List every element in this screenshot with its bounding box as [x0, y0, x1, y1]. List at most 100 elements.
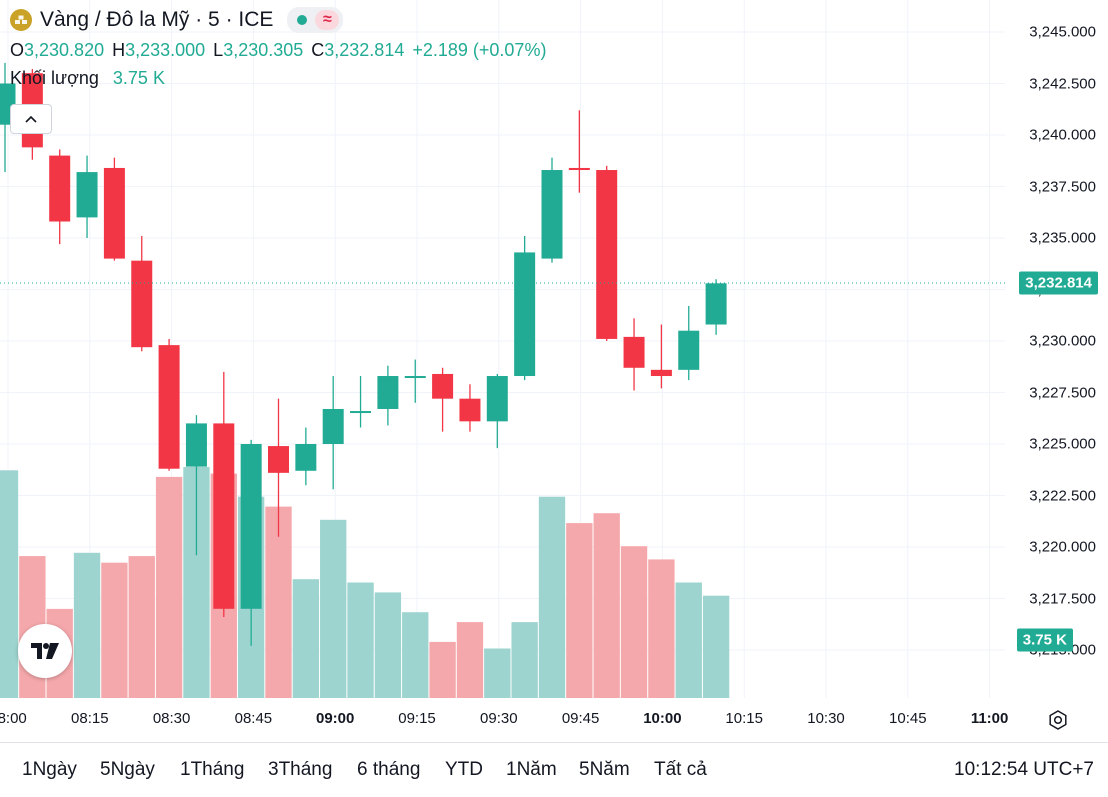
price-tick-label: 3,230.000	[1029, 332, 1096, 350]
chevron-up-icon	[25, 115, 37, 123]
price-axis[interactable]: 3,245.000 3,242.500 3,240.000 3,237.500 3,23…	[1005, 0, 1108, 698]
range-button-5d[interactable]: 5Ngày	[100, 759, 155, 780]
candle-body	[568, 167, 590, 171]
time-tick-label: 08:30	[152, 710, 191, 727]
time-tick-label: 11:00	[970, 710, 1009, 727]
candle-body	[596, 170, 618, 339]
candle-body	[623, 336, 645, 368]
candle-body	[404, 376, 426, 379]
gold-bars-icon[interactable]	[10, 9, 32, 31]
change-value: +2.189 (+0.07%)	[412, 39, 547, 60]
volume-bar	[702, 595, 730, 698]
date-range-bar: 1Ngày 5Ngày 1Tháng 3Tháng 6 tháng YTD 1N…	[0, 742, 1108, 797]
volume-badge: 3.75 K	[1016, 628, 1073, 652]
range-button-6m[interactable]: 6 tháng	[357, 759, 421, 780]
volume-bar	[511, 622, 538, 698]
candlestick-chart[interactable]	[0, 0, 1005, 698]
range-button-all[interactable]: Tất cả	[654, 759, 707, 780]
candle-body	[76, 172, 98, 218]
volume-bar	[538, 496, 566, 698]
volume-bar	[265, 506, 292, 698]
range-button-1m[interactable]: 1Tháng	[180, 759, 245, 780]
time-tick-label: 08:00	[0, 710, 27, 727]
price-tick-label: 3,235.000	[1029, 229, 1096, 247]
chart-pane[interactable]: Vàng / Đô la Mỹ · 5 · ICE ≈ O3,230.820 H…	[0, 0, 1005, 698]
close-value: 3,232.814	[324, 39, 405, 60]
candle-body	[240, 444, 262, 609]
candle-body	[650, 369, 672, 377]
price-tick-label: 3,242.500	[1029, 75, 1096, 92]
price-tick-label: 3,222.500	[1029, 487, 1096, 504]
tradingview-logo-icon[interactable]	[18, 624, 72, 678]
volume-readout: Khối lượng 3.75 K	[10, 68, 546, 89]
volume-bar	[675, 582, 702, 698]
candle-body	[705, 283, 727, 325]
collapse-legend-button[interactable]	[10, 104, 52, 134]
time-tick-label: 10:45	[889, 710, 927, 727]
time-tick-label: 08:15	[71, 710, 109, 727]
volume-bar	[73, 552, 101, 698]
volume-bar	[429, 641, 456, 698]
symbol-title[interactable]: Vàng / Đô la Mỹ · 5 · ICE	[40, 8, 274, 31]
open-value: 3,230.820	[24, 39, 105, 60]
candle-body	[678, 330, 700, 370]
market-open-dot-icon	[297, 15, 308, 25]
price-tick-label: 3,237.500	[1029, 178, 1096, 195]
ohlc-readout: O3,230.820 H3,233.000 L3,230.305 C3,232.…	[10, 38, 546, 62]
volume-bar	[0, 470, 19, 698]
range-button-5y[interactable]: 5Năm	[579, 759, 630, 780]
price-tick-label: 3,240.000	[1029, 126, 1096, 144]
time-tick-label: 09:30	[480, 710, 518, 727]
volume-bar	[402, 612, 429, 698]
candle-body	[377, 376, 399, 409]
candle-body	[158, 345, 180, 469]
candle-body	[49, 155, 71, 222]
range-button-3m[interactable]: 3Tháng	[268, 759, 333, 780]
low-value: 3,230.305	[223, 39, 304, 60]
settings-gear-icon[interactable]	[1046, 708, 1070, 732]
volume-bar	[648, 559, 675, 698]
volume-bar	[128, 556, 155, 698]
volume-bar	[292, 579, 320, 698]
candle-body	[185, 423, 207, 467]
time-tick-label: 09:00	[316, 710, 355, 727]
range-button-1d[interactable]: 1Ngày	[22, 759, 77, 780]
range-button-1y[interactable]: 1Năm	[506, 759, 557, 780]
chart-legend: Vàng / Đô la Mỹ · 5 · ICE ≈ O3,230.820 H…	[10, 6, 546, 89]
candle-body	[432, 373, 454, 399]
high-value: 3,233.000	[125, 39, 206, 60]
market-status-pill[interactable]: ≈	[287, 7, 344, 33]
time-tick-label: 10:30	[807, 710, 845, 727]
price-tick-label: 3,225.000	[1029, 435, 1096, 453]
volume-label: Khối lượng	[10, 68, 99, 88]
last-price-badge: 3,232.814	[1019, 271, 1098, 295]
price-tick-label: 3,217.500	[1029, 590, 1096, 607]
volume-bar	[347, 582, 374, 698]
price-tick-label: 3,220.000	[1029, 538, 1096, 556]
volume-bar	[320, 519, 347, 698]
price-tick-label: 3,227.500	[1029, 384, 1096, 401]
volume-bar	[101, 562, 128, 698]
volume-bar	[566, 523, 593, 698]
candle-body	[213, 423, 235, 609]
open-label: O	[10, 39, 25, 60]
range-button-ytd[interactable]: YTD	[445, 759, 483, 780]
candle-body	[268, 446, 289, 473]
time-tick-label: 09:15	[398, 710, 436, 727]
volume-bar	[484, 648, 511, 698]
price-tick-label: 3,245.000	[1029, 23, 1096, 41]
candle-body	[322, 408, 344, 444]
time-tick-label: 10:15	[725, 710, 763, 727]
time-axis[interactable]: 08:00 08:15 08:30 08:45 09:00 09:15 09:30 09:45…	[0, 698, 1108, 740]
volume-value: 3.75 K	[112, 68, 165, 88]
candle-body	[486, 376, 508, 422]
volume-bar	[620, 546, 648, 698]
candle-body	[541, 170, 563, 259]
clock-timezone[interactable]: 10:12:54 UTC+7	[954, 759, 1094, 780]
delayed-data-icon: ≈	[315, 10, 340, 30]
volume-bar	[593, 513, 620, 698]
candle-body	[350, 411, 372, 414]
candle-body	[514, 252, 536, 377]
candle-body	[103, 167, 125, 259]
candle-body	[295, 444, 317, 471]
